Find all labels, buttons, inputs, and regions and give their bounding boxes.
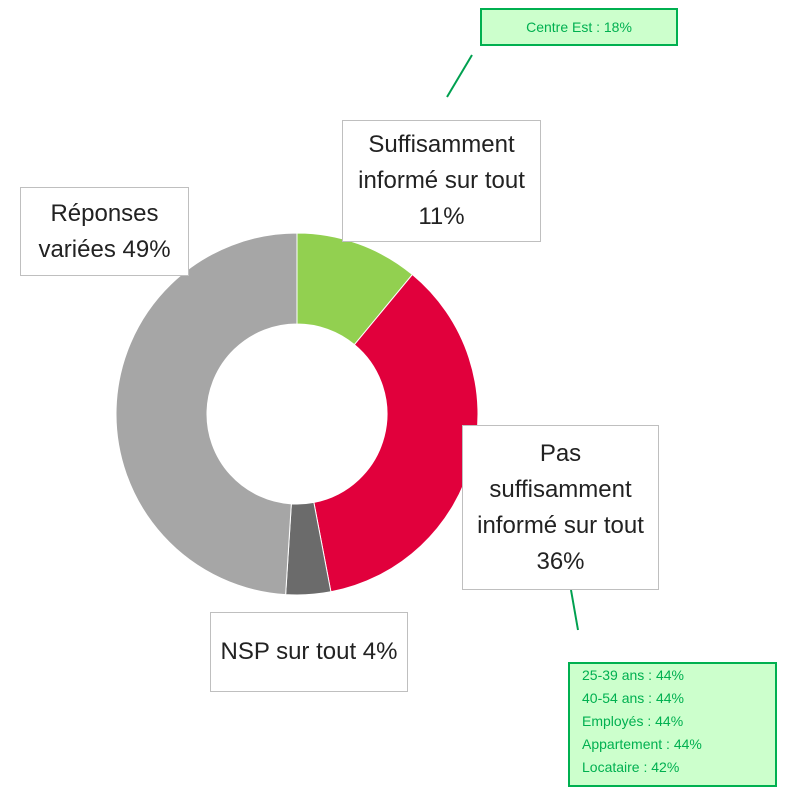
annotation-line: 25-39 ans : 44%	[582, 667, 684, 683]
category-name: Suffisamment informé sur tout	[358, 131, 525, 194]
connector	[570, 589, 579, 631]
slice	[115, 232, 298, 596]
slice-label: Pas suffisamment informé sur tout 36%	[462, 425, 659, 590]
annotation-line: Employés : 44%	[582, 713, 684, 729]
label-text: Réponses variées 49%	[27, 196, 182, 268]
connector	[446, 54, 473, 98]
value-label: 4%	[362, 638, 398, 665]
category-name: Pas suffisamment informé sur tout	[477, 439, 644, 539]
label-text: Pas suffisamment informé sur tout 36%	[469, 436, 652, 580]
slice	[313, 273, 479, 593]
label-text: Suffisamment informé sur tout 11%	[349, 127, 534, 235]
value-label: 11%	[418, 203, 465, 230]
annotation-line: Appartement : 44%	[582, 736, 702, 752]
annotation-line: 40-54 ans : 44%	[582, 690, 684, 706]
slice-label: Suffisamment informé sur tout 11%	[342, 120, 541, 242]
annotation: Centre Est : 18%	[480, 8, 678, 46]
slice-label: Réponses variées 49%	[20, 187, 189, 276]
annotation-line: Locataire : 42%	[582, 759, 680, 775]
annotation: 25-39 ans : 44% 40-54 ans : 44% Employés :…	[568, 662, 777, 787]
value-label: 49%	[122, 235, 171, 263]
value-label: 36%	[536, 547, 585, 575]
category-name: Réponses variées	[38, 199, 159, 263]
label-text: NSP sur tout 4%	[221, 634, 398, 670]
slice-label: NSP sur tout 4%	[210, 612, 408, 692]
annotation-line: Centre Est : 18%	[526, 19, 632, 35]
category-name: NSP sur tout	[220, 638, 357, 665]
